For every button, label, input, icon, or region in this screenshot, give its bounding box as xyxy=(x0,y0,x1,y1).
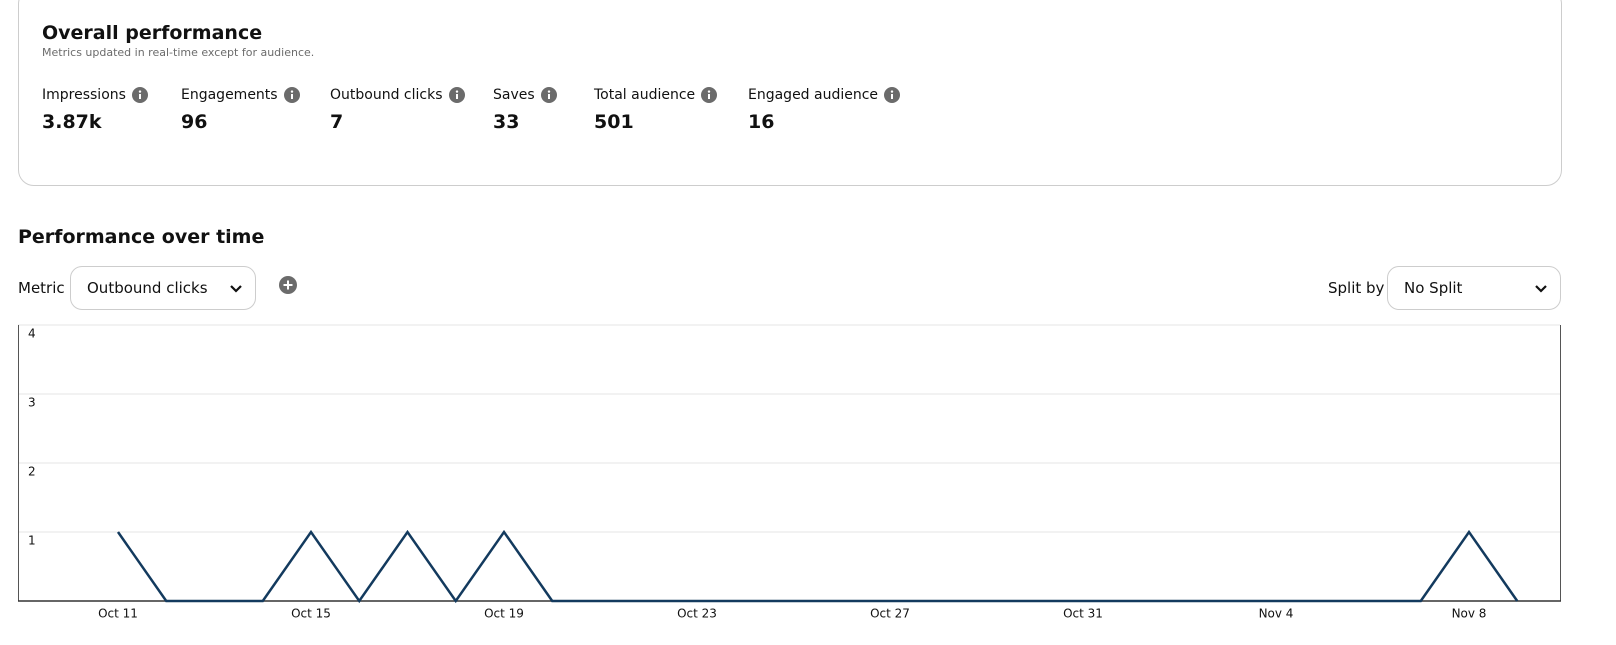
metric-label: Engagements xyxy=(181,87,300,103)
y-tick-label: 2 xyxy=(28,465,36,479)
split-value: No Split xyxy=(1404,279,1463,297)
x-tick-label: Oct 31 xyxy=(1063,607,1103,621)
metric-value: 33 xyxy=(493,111,520,133)
card-subtitle: Metrics updated in real-time except for … xyxy=(42,46,315,59)
metric-label: Engaged audience xyxy=(748,87,901,103)
metric-name: Total audience xyxy=(594,87,696,103)
metric-name: Saves xyxy=(493,87,535,103)
metric-label: Total audience xyxy=(594,87,718,103)
metric-value: Outbound clicks xyxy=(87,279,208,297)
add-metric-button[interactable] xyxy=(279,276,297,294)
metric-name: Engagements xyxy=(181,87,278,103)
card-title: Overall performance xyxy=(42,22,263,44)
x-tick-label: Oct 19 xyxy=(484,607,524,621)
x-tick-label: Oct 11 xyxy=(98,607,138,621)
info-icon[interactable] xyxy=(283,87,300,103)
y-tick-label: 4 xyxy=(28,327,36,341)
metric-label: Impressions xyxy=(42,87,148,103)
chevron xyxy=(230,285,242,293)
metric-value: 3.87k xyxy=(42,111,102,133)
metric-value: 501 xyxy=(594,111,634,133)
info-icon[interactable] xyxy=(540,87,557,103)
x-tick-label: Nov 8 xyxy=(1452,607,1487,621)
line-series xyxy=(116,529,1519,604)
metric-value: 96 xyxy=(181,111,208,133)
x-tick-label: Oct 15 xyxy=(291,607,331,621)
y-tick-label: 1 xyxy=(28,534,36,548)
metric-value: 7 xyxy=(330,111,344,133)
metric-name: Engaged audience xyxy=(748,87,879,103)
metric-dropdown[interactable]: Outbound clicks xyxy=(70,266,256,310)
info-icon[interactable] xyxy=(448,87,465,103)
x-tick-label: Oct 27 xyxy=(870,607,910,621)
metric-label: Outbound clicks xyxy=(330,87,465,103)
split-dropdown[interactable]: No Split xyxy=(1387,266,1561,310)
split-label: Split by xyxy=(1328,279,1385,297)
x-tick-label: Nov 4 xyxy=(1259,607,1294,621)
section-title: Performance over time xyxy=(18,226,265,248)
info-icon[interactable] xyxy=(701,87,718,103)
info-icon[interactable] xyxy=(884,87,901,103)
metric-value: 16 xyxy=(748,111,775,133)
metric-name: Impressions xyxy=(42,87,126,103)
metric-label: Saves xyxy=(493,87,557,103)
metric-label: Metric xyxy=(18,279,65,297)
info-icon[interactable] xyxy=(131,87,148,103)
chevron xyxy=(1535,285,1547,293)
x-tick-label: Oct 23 xyxy=(677,607,717,621)
metric-name: Outbound clicks xyxy=(330,87,443,103)
overview-card xyxy=(18,0,1562,186)
chart: 1 2 3 4 Oct 11 Oct 15 Oct 19 Oct 23 Oct 27 Oct 31… xyxy=(18,324,1561,621)
y-tick-label: 3 xyxy=(28,396,36,410)
